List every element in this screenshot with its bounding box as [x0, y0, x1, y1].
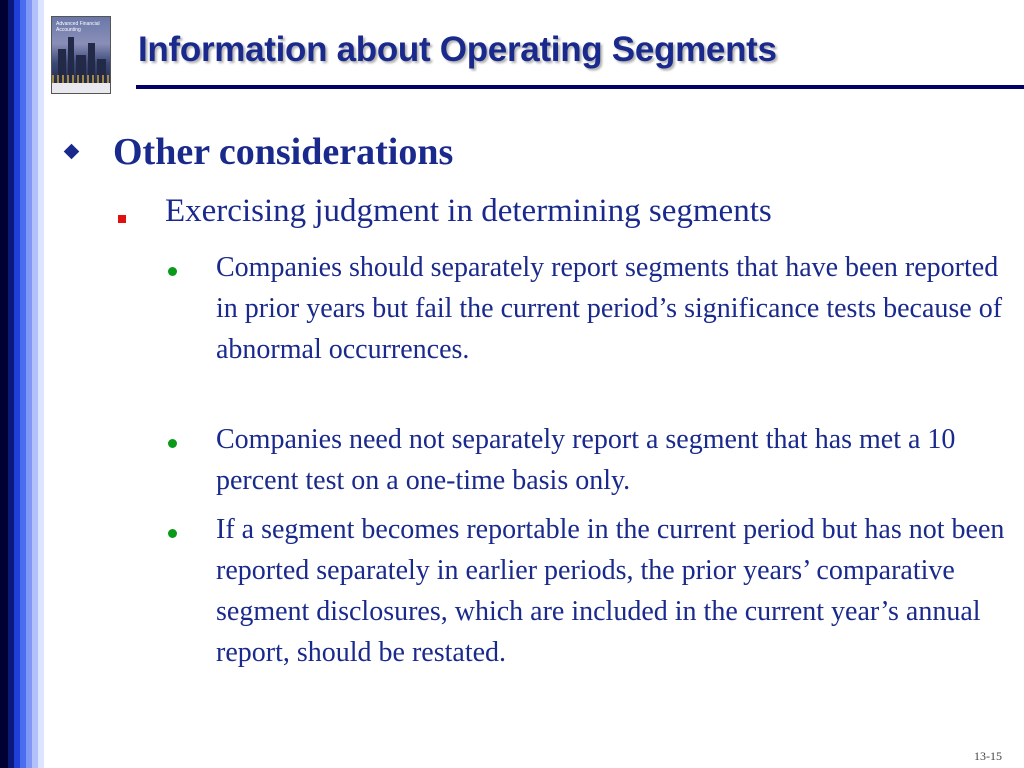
left-decorative-bar: [0, 0, 44, 768]
bullet-level3-item: If a segment becomes reportable in the c…: [216, 514, 1005, 668]
slide-title: Information about Operating Segments: [138, 30, 777, 69]
bullet-level3-item: Companies need not separately report a s…: [216, 424, 956, 496]
dot-bullet-icon: [168, 529, 177, 538]
bullet-level2: Exercising judgment in determining segme…: [165, 193, 772, 229]
dot-bullet-icon: [168, 267, 177, 276]
page-number: 13-15: [974, 749, 1002, 763]
bullet-level3-item: Companies should separately report segme…: [216, 252, 1003, 365]
bullet-level1: Other considerations: [113, 131, 454, 173]
book-cover-title: Advanced Financial Accounting: [56, 21, 100, 33]
square-bullet-icon: [118, 215, 126, 223]
dot-bullet-icon: [168, 439, 177, 448]
title-underline: [136, 85, 1024, 89]
book-cover-image: Advanced Financial Accounting: [51, 16, 111, 94]
diamond-bullet-icon: [63, 143, 80, 160]
